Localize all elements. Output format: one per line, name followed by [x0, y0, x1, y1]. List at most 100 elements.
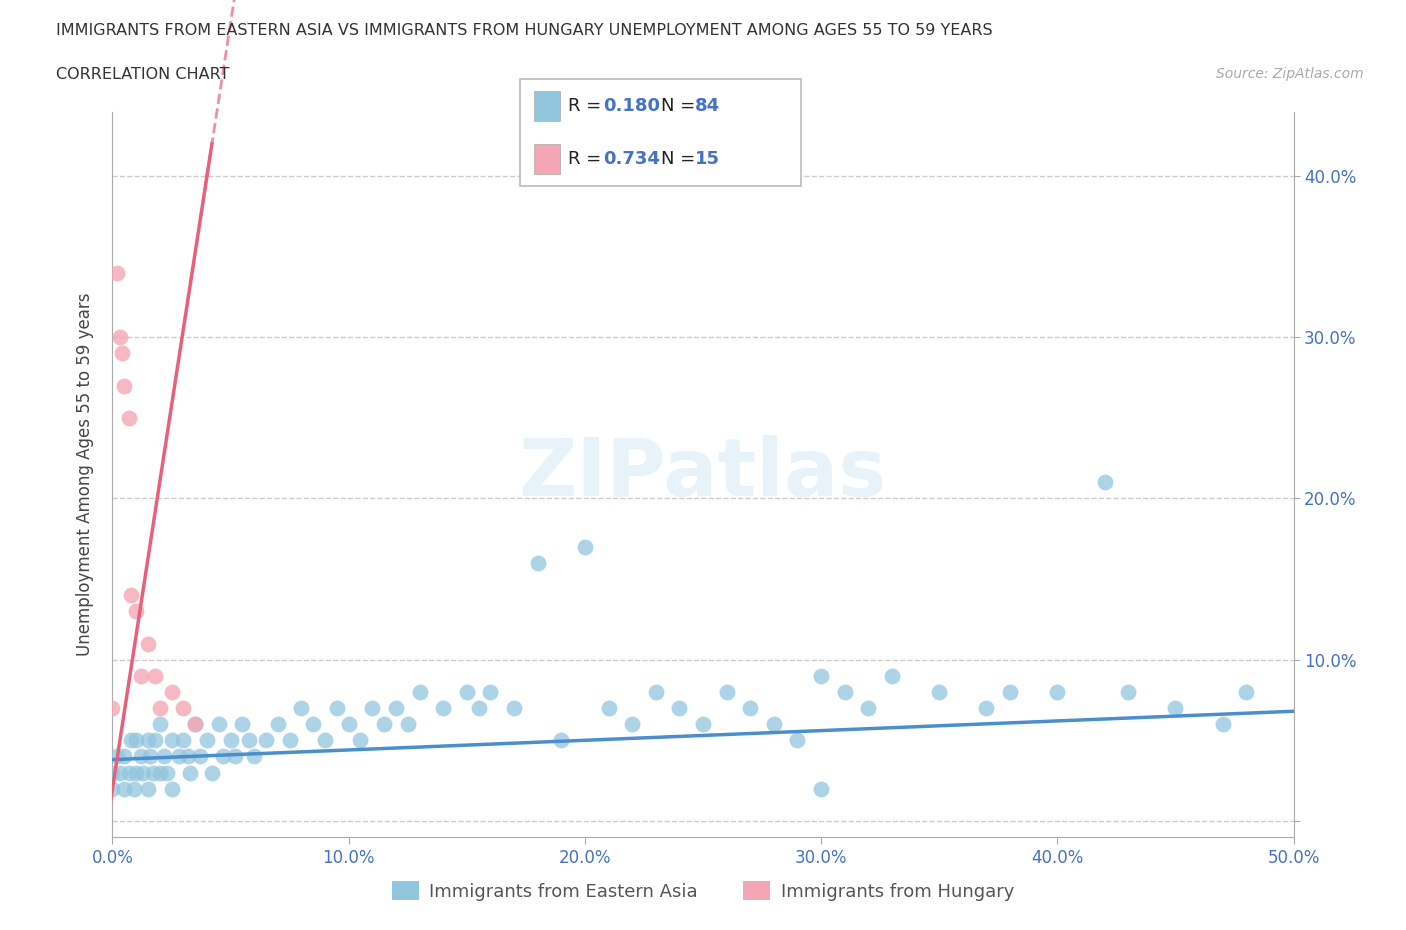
Point: [290, 700, 312, 715]
Point: [136, 636, 159, 651]
Point: [1212, 717, 1234, 732]
Point: [112, 379, 135, 393]
Point: [408, 684, 430, 699]
Point: [219, 733, 242, 748]
Point: [143, 733, 166, 748]
Point: [125, 733, 148, 748]
Point: [118, 410, 141, 425]
Point: [550, 733, 572, 748]
Point: [156, 765, 179, 780]
Point: [503, 700, 526, 715]
Text: IMMIGRANTS FROM EASTERN ASIA VS IMMIGRANTS FROM HUNGARY UNEMPLOYMENT AMONG AGES : IMMIGRANTS FROM EASTERN ASIA VS IMMIGRAN…: [56, 23, 993, 38]
Text: CORRELATION CHART: CORRELATION CHART: [56, 67, 229, 82]
Point: [111, 346, 134, 361]
Point: [326, 700, 349, 715]
Point: [621, 717, 644, 732]
Text: ZIPatlas: ZIPatlas: [519, 435, 887, 513]
Point: [880, 669, 903, 684]
Point: [136, 781, 159, 796]
Point: [396, 717, 419, 732]
Point: [1046, 684, 1069, 699]
Point: [692, 717, 714, 732]
Point: [740, 700, 762, 715]
Point: [231, 717, 253, 732]
Point: [105, 265, 128, 280]
Point: [314, 733, 336, 748]
Point: [172, 733, 194, 748]
Text: 0.180: 0.180: [603, 97, 661, 115]
Point: [149, 765, 172, 780]
Point: [598, 700, 620, 715]
Text: 15: 15: [695, 150, 720, 168]
Point: [1164, 700, 1187, 715]
Point: [267, 717, 290, 732]
Text: 0.734: 0.734: [603, 150, 659, 168]
Point: [238, 733, 260, 748]
Point: [184, 717, 207, 732]
Point: [349, 733, 371, 748]
Point: [385, 700, 408, 715]
Point: [762, 717, 785, 732]
Point: [139, 749, 162, 764]
Point: [184, 717, 207, 732]
Text: Source: ZipAtlas.com: Source: ZipAtlas.com: [1216, 67, 1364, 81]
Point: [129, 669, 152, 684]
Point: [105, 749, 128, 764]
Point: [142, 765, 165, 780]
Point: [456, 684, 478, 699]
Point: [149, 717, 172, 732]
Point: [302, 717, 325, 732]
Point: [125, 765, 148, 780]
Point: [432, 700, 454, 715]
Point: [108, 765, 131, 780]
Point: [467, 700, 489, 715]
Point: [101, 700, 124, 715]
Point: [108, 330, 131, 345]
Point: [112, 749, 135, 764]
Point: [160, 781, 183, 796]
Point: [143, 669, 166, 684]
Point: [858, 700, 880, 715]
Point: [122, 781, 145, 796]
Point: [928, 684, 950, 699]
Point: [132, 765, 155, 780]
Point: [172, 700, 194, 715]
Point: [1094, 475, 1116, 490]
Point: [810, 781, 832, 796]
Point: [201, 765, 224, 780]
Point: [188, 749, 211, 764]
Point: [668, 700, 690, 715]
Point: [167, 749, 190, 764]
Point: [361, 700, 384, 715]
Point: [136, 733, 159, 748]
Point: [243, 749, 266, 764]
Point: [160, 684, 183, 699]
Point: [129, 749, 152, 764]
Point: [1116, 684, 1139, 699]
Text: 84: 84: [695, 97, 720, 115]
Point: [998, 684, 1021, 699]
Point: [278, 733, 301, 748]
Point: [101, 765, 124, 780]
Text: N =: N =: [661, 150, 700, 168]
Point: [112, 781, 135, 796]
Point: [125, 604, 148, 618]
Point: [120, 733, 142, 748]
Point: [574, 539, 596, 554]
Text: R =: R =: [568, 150, 607, 168]
Point: [254, 733, 277, 748]
Point: [337, 717, 360, 732]
Point: [716, 684, 738, 699]
Point: [177, 749, 200, 764]
Point: [644, 684, 666, 699]
Text: N =: N =: [661, 97, 700, 115]
Point: [179, 765, 201, 780]
Y-axis label: Unemployment Among Ages 55 to 59 years: Unemployment Among Ages 55 to 59 years: [76, 293, 94, 656]
Legend: Immigrants from Eastern Asia, Immigrants from Hungary: Immigrants from Eastern Asia, Immigrants…: [384, 874, 1022, 908]
Point: [976, 700, 998, 715]
Point: [101, 781, 124, 796]
Point: [160, 733, 183, 748]
Point: [1234, 684, 1257, 699]
Point: [120, 588, 142, 603]
Point: [373, 717, 395, 732]
